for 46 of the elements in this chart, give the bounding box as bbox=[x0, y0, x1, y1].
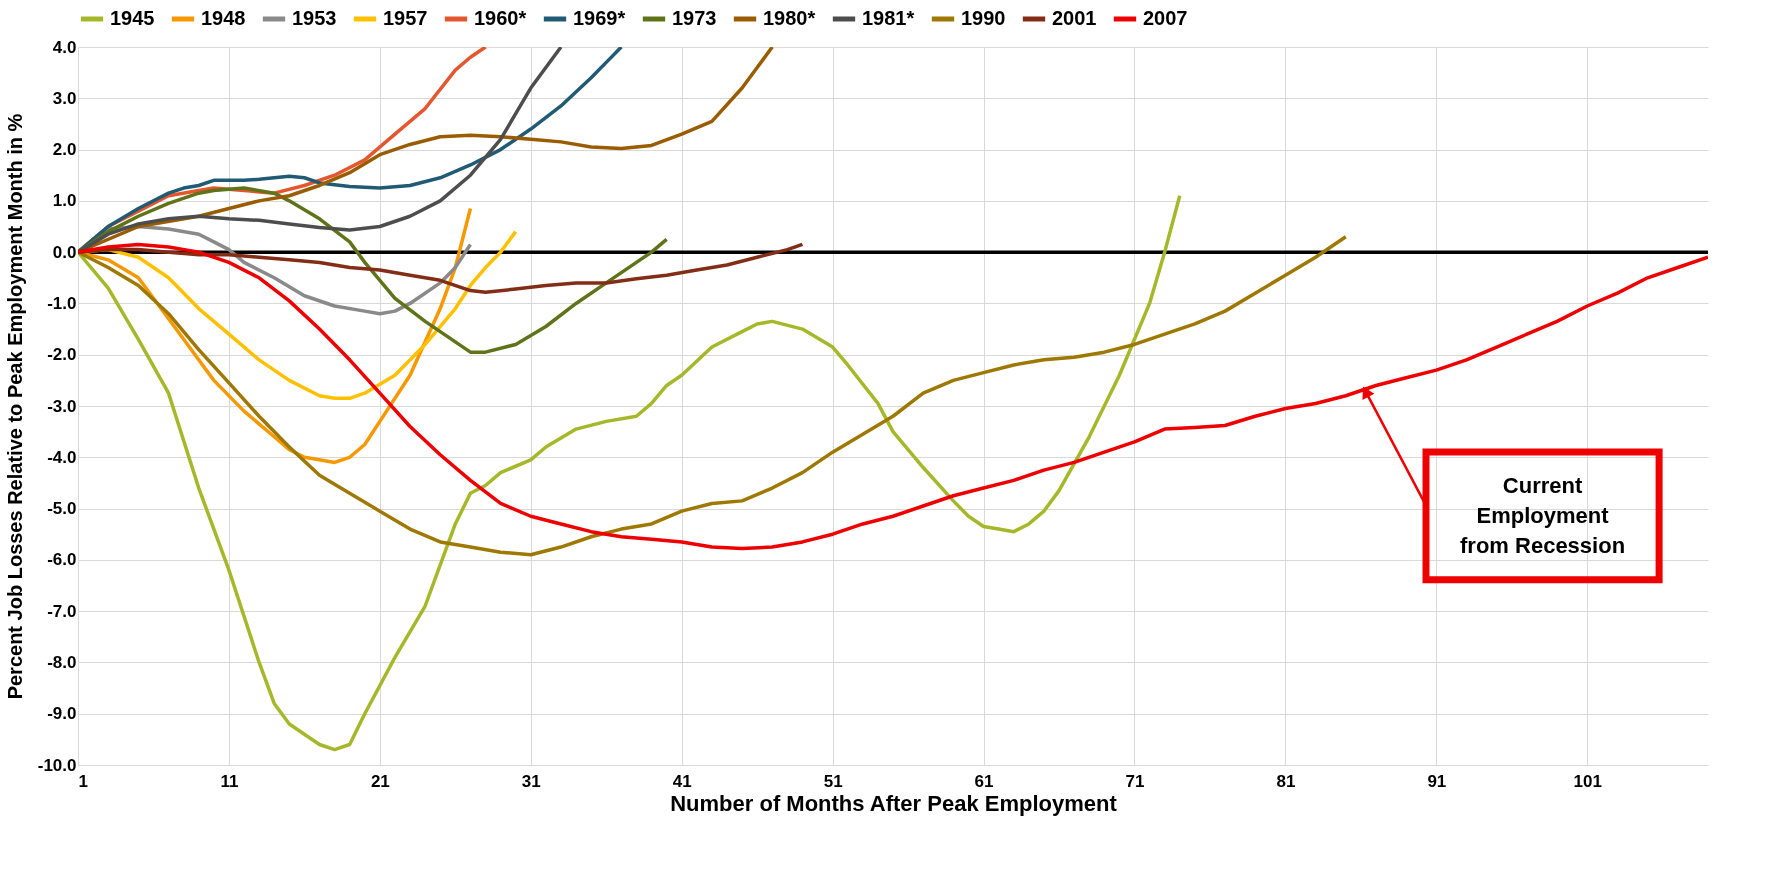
x-tick-label: 51 bbox=[823, 771, 843, 791]
line-series bbox=[78, 242, 805, 294]
y-tick-label: -10.0 bbox=[37, 755, 77, 775]
x-tick-label: 91 bbox=[1427, 771, 1447, 791]
y-tick-label: -1.0 bbox=[47, 293, 77, 313]
line-series bbox=[78, 242, 1708, 551]
y-tick-label: -2.0 bbox=[47, 345, 77, 365]
legend-label: 1953 bbox=[292, 7, 337, 29]
x-tick-label: 81 bbox=[1276, 771, 1296, 791]
x-tick-label: 1 bbox=[78, 771, 88, 791]
legend-label: 1981* bbox=[862, 7, 915, 29]
y-tick-label: -3.0 bbox=[47, 396, 77, 416]
legend-label: 1969* bbox=[573, 7, 626, 29]
legend-label: 1980* bbox=[763, 7, 816, 29]
legend-label: 1973 bbox=[672, 7, 717, 29]
line-series bbox=[78, 235, 1348, 557]
x-tick-label: 61 bbox=[974, 771, 994, 791]
y-tick-label: -9.0 bbox=[47, 704, 77, 724]
y-tick-label: 3.0 bbox=[52, 88, 77, 108]
y-tick-label: -8.0 bbox=[47, 652, 77, 672]
x-tick-label: 71 bbox=[1125, 771, 1145, 791]
x-tick-label: 41 bbox=[672, 771, 692, 791]
legend-label: 1990 bbox=[961, 7, 1006, 29]
line-series bbox=[78, 186, 669, 354]
y-tick-label: -7.0 bbox=[47, 601, 77, 621]
y-tick-label: 1.0 bbox=[52, 191, 77, 211]
y-tick-label: -6.0 bbox=[47, 550, 77, 570]
annotation: Current Employment from Recession bbox=[1460, 472, 1626, 558]
y-tick-label: -4.0 bbox=[47, 447, 77, 467]
y-tick-label: 0.0 bbox=[52, 242, 77, 262]
legend-label: 1957 bbox=[383, 7, 428, 29]
x-tick-label: 31 bbox=[521, 771, 541, 791]
x-tick-label: 101 bbox=[1573, 771, 1602, 791]
x-tick-label: 21 bbox=[370, 771, 390, 791]
y-tick-label: 4.0 bbox=[52, 37, 77, 57]
y-axis-title: Percent Job Losses Relative to Peak Employment Month in % bbox=[3, 113, 26, 700]
x-axis-title: Number of Months After Peak Employment bbox=[670, 790, 1118, 816]
legend-label: 1945 bbox=[110, 7, 155, 29]
legend-label: 1948 bbox=[201, 7, 246, 29]
y-tick-label: 2.0 bbox=[52, 140, 77, 160]
line-series bbox=[78, 193, 1182, 752]
legend-label: 2007 bbox=[1143, 7, 1188, 29]
legend-label: 2001 bbox=[1052, 7, 1097, 29]
y-tick-label: -5.0 bbox=[47, 499, 77, 519]
legend-label: 1960* bbox=[474, 7, 527, 29]
x-tick-label: 11 bbox=[220, 771, 239, 791]
